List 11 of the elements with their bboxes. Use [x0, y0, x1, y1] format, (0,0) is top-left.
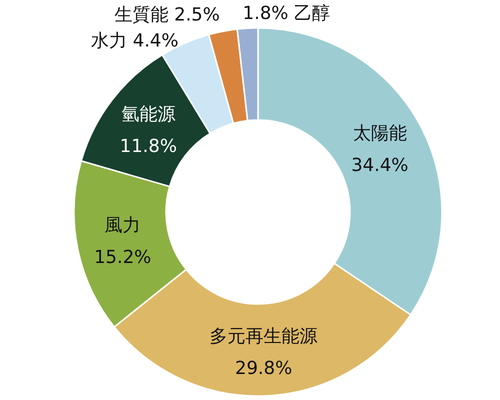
slice-label: 生質能 2.5%: [114, 4, 220, 26]
data-label: 34.4%: [351, 155, 408, 176]
slice-label: 多元再生能源: [210, 326, 318, 347]
slice-label: 水力 4.4%: [91, 30, 178, 52]
slice-label: 氫能源: [121, 104, 176, 126]
slice-label: 太陽能: [352, 123, 407, 144]
data-label: 15.2%: [94, 246, 152, 268]
slice-label: 1.8% 乙醇: [242, 2, 330, 24]
data-label: 11.8%: [120, 136, 177, 158]
slice-label: 風力: [104, 214, 141, 236]
data-label: 29.8%: [235, 358, 292, 379]
